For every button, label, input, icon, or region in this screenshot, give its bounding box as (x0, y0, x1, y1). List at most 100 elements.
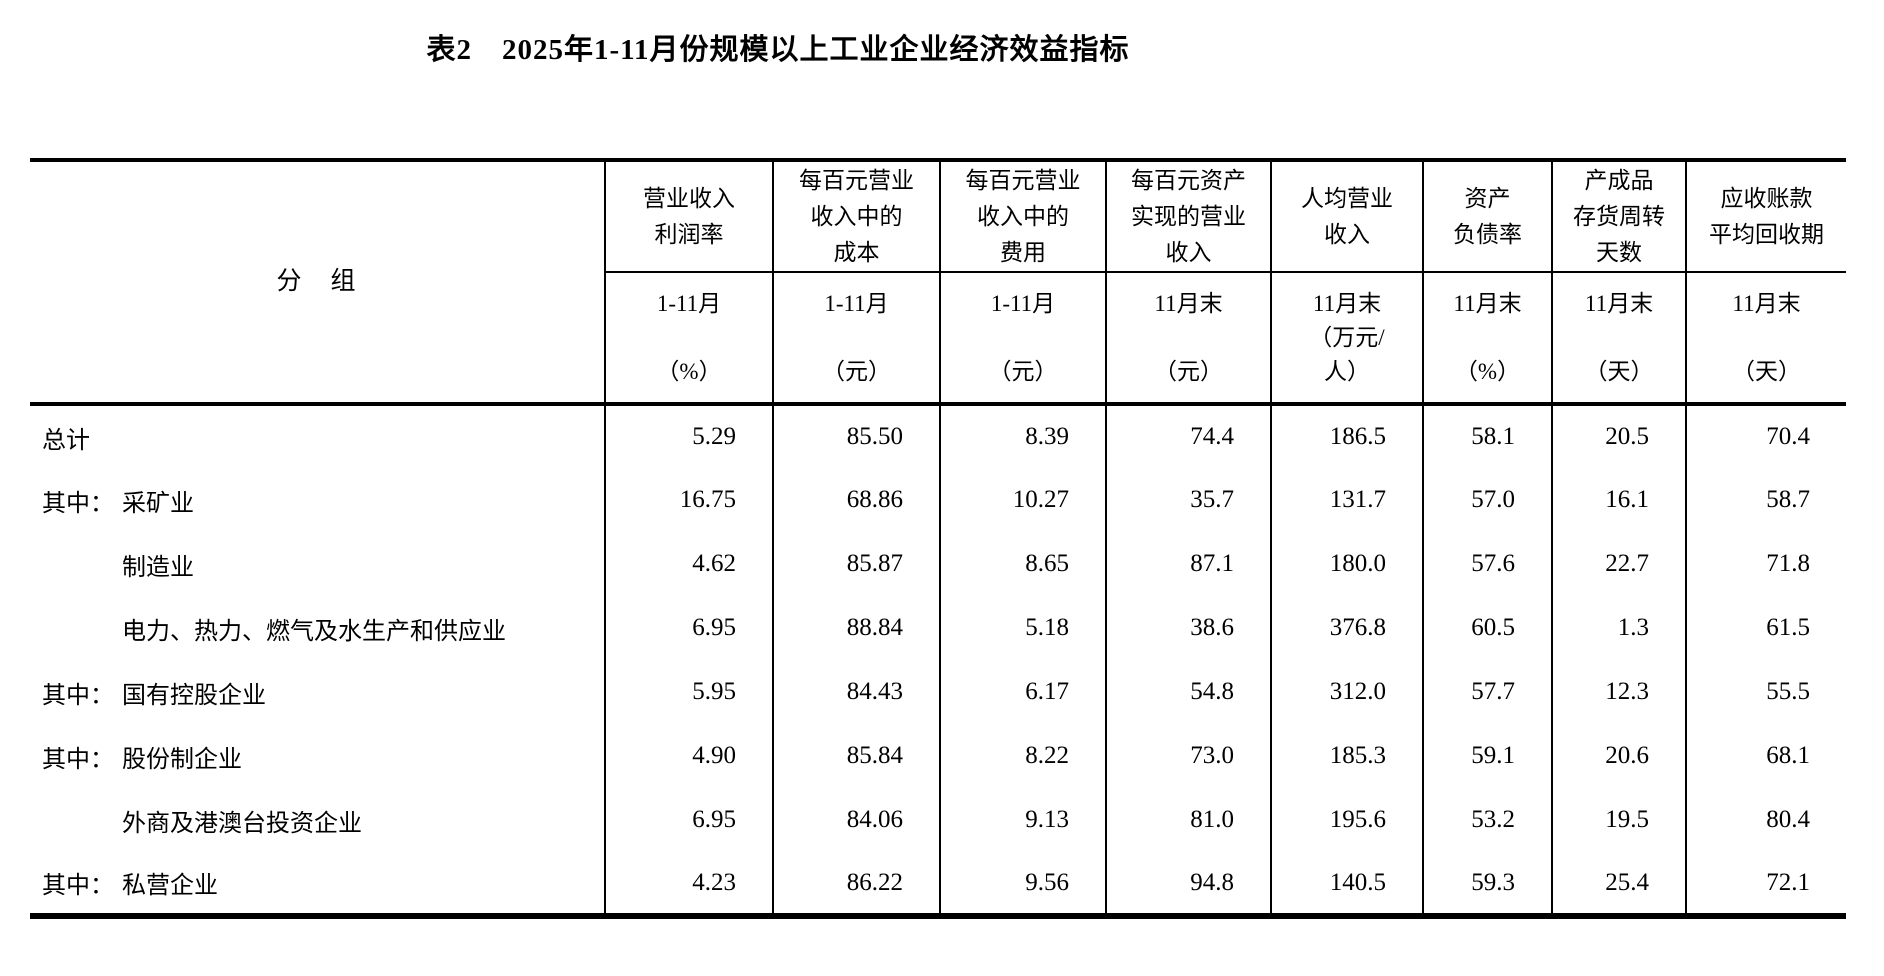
column-header: 应收账款 平均回收期 (1685, 160, 1846, 273)
value-cell: 68.86 (772, 468, 940, 532)
value-cell: 35.7 (1105, 468, 1271, 532)
value-cell: 88.84 (772, 596, 940, 660)
column-subheader: 1-11月 （元） (939, 272, 1106, 404)
value-cell: 84.06 (772, 788, 940, 852)
value-cell: 53.2 (1422, 788, 1552, 852)
value-cell: 1.3 (1551, 596, 1686, 660)
column-header: 每百元营业 收入中的 费用 (939, 160, 1106, 273)
table-row: 外商及港澳台投资企业 6.95 84.06 9.13 81.0 195.6 53.2 19.5… (30, 788, 1846, 852)
value-cell: 5.95 (604, 660, 773, 724)
row-label-prefix: 其中： (42, 873, 114, 899)
column-header: 每百元资产 实现的营业 收入 (1105, 160, 1271, 273)
value-cell: 60.5 (1422, 596, 1552, 660)
value-cell: 59.1 (1422, 724, 1552, 788)
value-cell: 5.18 (939, 596, 1106, 660)
value-cell: 87.1 (1105, 532, 1271, 596)
column-subheader: 1-11月 （%） (604, 272, 773, 404)
value-cell: 12.3 (1551, 660, 1686, 724)
row-label-cell: 其中： 国有控股企业 (30, 660, 605, 724)
value-cell: 4.23 (604, 852, 773, 916)
table-row: 总计 5.29 85.50 8.39 74.4 186.5 58.1 20.5 70.4 (30, 402, 1846, 468)
value-cell: 376.8 (1270, 596, 1423, 660)
value-cell: 84.43 (772, 660, 940, 724)
row-label: 国有控股企业 (122, 682, 266, 709)
value-cell: 85.84 (772, 724, 940, 788)
column-subheader: 11月末 （万元/ 人） (1270, 272, 1423, 404)
value-cell: 85.87 (772, 532, 940, 596)
value-cell: 10.27 (939, 468, 1106, 532)
table-row: 其中： 股份制企业 4.90 85.84 8.22 73.0 185.3 59.1 20.6 68… (30, 724, 1846, 788)
value-cell: 6.95 (604, 788, 773, 852)
value-cell: 9.56 (939, 852, 1106, 916)
value-cell: 8.65 (939, 532, 1106, 596)
column-header: 每百元营业 收入中的 成本 (772, 160, 940, 273)
table-body: 总计 5.29 85.50 8.39 74.4 186.5 58.1 20.5 70.4 其中： 采… (30, 402, 1846, 916)
value-cell: 5.29 (604, 402, 773, 468)
value-cell: 81.0 (1105, 788, 1271, 852)
value-cell: 16.75 (604, 468, 773, 532)
value-cell: 8.39 (939, 402, 1106, 468)
column-header: 产成品 存货周转 天数 (1551, 160, 1686, 273)
row-label-cell: 外商及港澳台投资企业 (30, 788, 605, 852)
column-subheader: 1-11月 （元） (772, 272, 940, 404)
value-cell: 16.1 (1551, 468, 1686, 532)
value-cell: 25.4 (1551, 852, 1686, 916)
column-subheader: 11月末 （元） (1105, 272, 1271, 404)
column-header: 营业收入 利润率 (604, 160, 773, 273)
value-cell: 22.7 (1551, 532, 1686, 596)
value-cell: 8.22 (939, 724, 1106, 788)
row-label-prefix: 其中： (42, 682, 114, 709)
value-cell: 57.6 (1422, 532, 1552, 596)
value-cell: 85.50 (772, 402, 940, 468)
value-cell: 72.1 (1685, 852, 1846, 916)
value-cell: 57.0 (1422, 468, 1552, 532)
header-row-period-unit: 1-11月 （%） 1-11月 （元） 1-11月 （元） 11月末 （元） 11月末 … (30, 272, 1846, 404)
value-cell: 54.8 (1105, 660, 1271, 724)
group-header-cell: 分 组 (276, 268, 358, 295)
row-label: 电力、热力、燃气及水生产和供应业 (122, 618, 506, 645)
value-cell: 59.3 (1422, 852, 1552, 916)
column-subheader: 11月末 （天） (1551, 272, 1686, 404)
row-label-cell: 其中： 采矿业 (30, 468, 605, 532)
value-cell: 55.5 (1685, 660, 1846, 724)
row-label: 采矿业 (122, 490, 194, 517)
table-row: 其中： 采矿业 16.75 68.86 10.27 35.7 131.7 57.0 16.1 58… (30, 468, 1846, 532)
value-cell: 74.4 (1105, 402, 1271, 468)
row-label: 总计 (42, 427, 90, 454)
value-cell: 20.5 (1551, 402, 1686, 468)
row-label-cell: 总计 (30, 402, 605, 468)
value-cell: 58.1 (1422, 402, 1552, 468)
value-cell: 20.6 (1551, 724, 1686, 788)
column-header: 资产 负债率 (1422, 160, 1552, 273)
value-cell: 61.5 (1685, 596, 1846, 660)
value-cell: 6.17 (939, 660, 1106, 724)
row-label-prefix: 其中： (42, 490, 114, 517)
value-cell: 80.4 (1685, 788, 1846, 852)
value-cell: 86.22 (772, 852, 940, 916)
value-cell: 70.4 (1685, 402, 1846, 468)
row-label-prefix: 其中： (42, 746, 114, 773)
value-cell: 94.8 (1105, 852, 1271, 916)
header-row-indicators: 分 组 营业收入 利润率 每百元营业 收入中的 成本 每百元营业 收入中的 费用 每百… (30, 160, 1846, 295)
row-label-cell: 其中： 私营企业 (30, 852, 605, 916)
row-label: 外商及港澳台投资企业 (122, 810, 362, 837)
row-label: 私营企业 (122, 873, 218, 899)
value-cell: 73.0 (1105, 724, 1271, 788)
value-cell: 9.13 (939, 788, 1106, 852)
value-cell: 68.1 (1685, 724, 1846, 788)
value-cell: 71.8 (1685, 532, 1846, 596)
table-header: 分 组 营业收入 利润率 每百元营业 收入中的 成本 每百元营业 收入中的 费用 每百… (30, 160, 1846, 404)
table-row: 制造业 4.62 85.87 8.65 87.1 180.0 57.6 22.7 71.8 (30, 532, 1846, 596)
value-cell: 4.90 (604, 724, 773, 788)
value-cell: 180.0 (1270, 532, 1423, 596)
row-label-cell: 电力、热力、燃气及水生产和供应业 (30, 596, 605, 660)
value-cell: 6.95 (604, 596, 773, 660)
row-label: 制造业 (122, 554, 194, 581)
value-cell: 195.6 (1270, 788, 1423, 852)
value-cell: 19.5 (1551, 788, 1686, 852)
value-cell: 58.7 (1685, 468, 1846, 532)
table-row: 其中： 国有控股企业 5.95 84.43 6.17 54.8 312.0 57.7 12.3 5… (30, 660, 1846, 724)
value-cell: 131.7 (1270, 468, 1423, 532)
column-subheader: 11月末 （%） (1422, 272, 1552, 404)
